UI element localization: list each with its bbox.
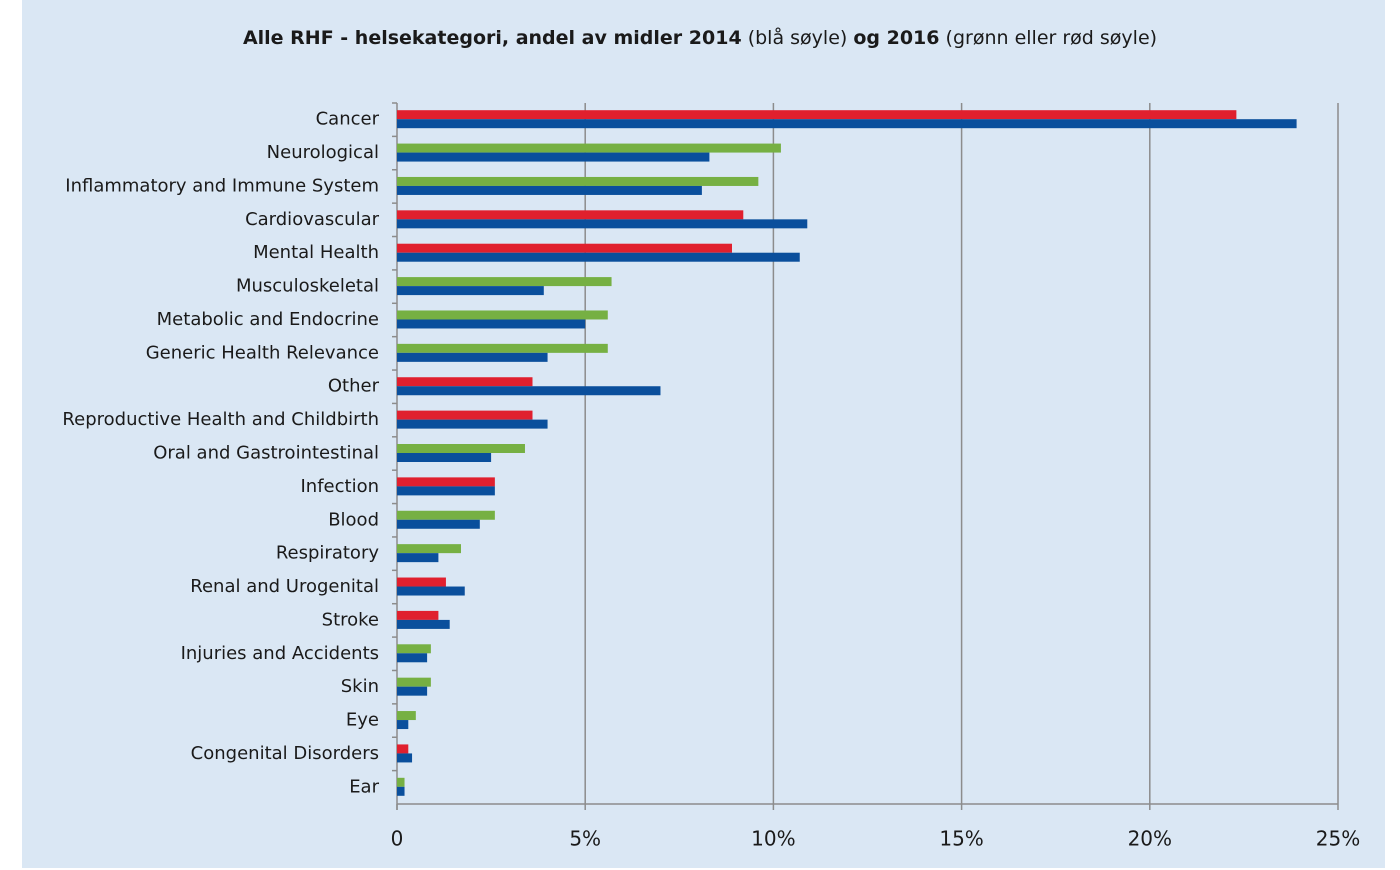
category-label: Congenital Disorders: [191, 743, 379, 764]
bar: [397, 410, 533, 420]
title-part: Alle RHF - helsekategori, andel av midle…: [243, 27, 742, 49]
bar: [397, 744, 409, 754]
category-label: Neurological: [267, 142, 379, 163]
bar: [397, 176, 759, 186]
bar: [397, 143, 781, 153]
bar: [397, 277, 612, 287]
bar: [397, 777, 405, 787]
category-label: Reproductive Health and Childbirth: [62, 409, 379, 430]
category-label: Ear: [349, 776, 379, 797]
bar: [397, 453, 492, 462]
category-label: Other: [328, 376, 380, 397]
bar: [397, 419, 548, 429]
category-label: Mental Health: [253, 242, 379, 263]
x-tick-label: 25%: [1316, 827, 1360, 851]
x-tick-label: 20%: [1128, 827, 1172, 851]
bar: [397, 243, 732, 253]
category-label: Skin: [341, 676, 379, 697]
bar: [397, 219, 808, 229]
bar: [397, 677, 431, 687]
bar: [397, 753, 413, 763]
bar: [397, 152, 710, 162]
bar: [397, 286, 544, 296]
title-part: og 2016: [853, 27, 939, 49]
bar: [397, 786, 405, 796]
category-label: Renal and Urogenital: [190, 576, 379, 597]
category-label: Respiratory: [276, 543, 379, 564]
bar: [397, 486, 495, 496]
chart-title: Alle RHF - helsekategori, andel av midle…: [243, 26, 1157, 49]
x-tick-label: 5%: [569, 827, 601, 851]
bar: [397, 519, 480, 529]
category-label: Metabolic and Endocrine: [157, 309, 379, 330]
bar: [397, 444, 525, 453]
category-label: Cancer: [316, 109, 380, 130]
category-label: Oral and Gastrointestinal: [153, 443, 379, 464]
bar: [397, 711, 416, 721]
category-label: Injuries and Accidents: [181, 643, 379, 664]
category-label: Cardiovascular: [245, 209, 380, 230]
bar: [397, 510, 495, 520]
bar: [397, 352, 548, 362]
category-label: Inflammatory and Immune System: [65, 175, 379, 196]
bar: [397, 310, 608, 320]
x-tick-label: 10%: [751, 827, 795, 851]
bar: [397, 610, 439, 620]
chart-background: [22, 0, 1385, 868]
bar: [397, 319, 586, 329]
bar: [397, 544, 461, 554]
category-label: Generic Health Relevance: [146, 342, 379, 363]
bar: [397, 577, 446, 587]
category-label: Infection: [300, 476, 379, 497]
bar: [397, 377, 533, 387]
x-tick-label: 0: [391, 827, 404, 851]
title-part: (blå søyle): [742, 26, 854, 49]
bar: [397, 119, 1297, 129]
category-label: Musculoskeletal: [236, 276, 379, 297]
x-tick-label: 15%: [939, 827, 983, 851]
bar: [397, 686, 428, 696]
bar: [397, 586, 465, 596]
title-part: (grønn eller rød søyle): [940, 27, 1158, 49]
bar: [397, 553, 439, 563]
bar: [397, 619, 450, 629]
bar: [397, 386, 661, 396]
bar: [397, 252, 800, 262]
category-label: Eye: [346, 710, 379, 731]
bar: [397, 343, 608, 353]
category-label: Blood: [328, 509, 379, 530]
bar: [397, 720, 409, 730]
category-label: Stroke: [322, 609, 379, 630]
bar: [397, 185, 702, 195]
bar: [397, 110, 1237, 120]
bar: [397, 644, 431, 654]
bar: [397, 653, 428, 663]
bar: [397, 210, 744, 220]
bar: [397, 477, 495, 487]
